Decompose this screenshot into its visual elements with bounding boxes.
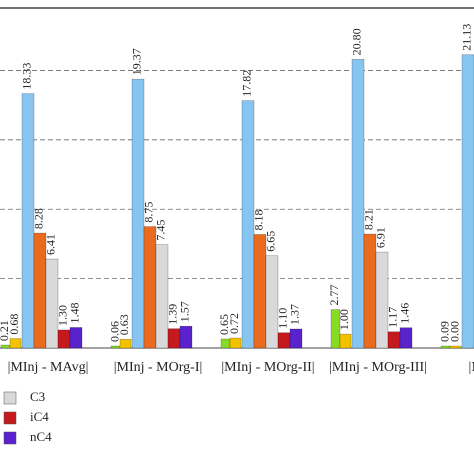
legend-label: C3 (30, 389, 45, 404)
value-label: 0.68 (7, 314, 21, 335)
x-tick-label: |MInj - MOrg-II| (221, 360, 314, 375)
bar (440, 345, 451, 349)
bar (155, 244, 169, 349)
value-label: 0.06 (107, 321, 121, 342)
value-label: 6.91 (374, 227, 388, 248)
legend-label: nC4 (30, 429, 52, 444)
value-label: 8.75 (142, 202, 156, 223)
bar (45, 258, 59, 349)
value-label: 7.45 (154, 220, 168, 241)
value-label: 8.28 (32, 208, 46, 229)
x-tick-label: |MInj - (469, 360, 474, 375)
bar (179, 325, 193, 349)
value-label: 1.39 (166, 304, 180, 325)
bar (375, 251, 389, 349)
value-label: 0.21 (0, 320, 11, 341)
bar (461, 54, 474, 349)
bar (110, 345, 121, 349)
value-label: 1.37 (288, 304, 302, 325)
bar (330, 309, 341, 349)
bar (289, 328, 303, 349)
bar (449, 345, 462, 349)
bar (351, 59, 365, 349)
value-label: 20.80 (350, 28, 364, 55)
value-label: 1.48 (68, 302, 82, 323)
bar (339, 333, 352, 349)
value-label: 8.21 (362, 209, 376, 230)
bar (265, 255, 279, 349)
legend-swatch (3, 411, 17, 425)
bar (143, 226, 157, 349)
x-tick-label: |MInj - MAvg| (8, 360, 89, 375)
legend-label: iC4 (30, 409, 49, 424)
bar (119, 338, 132, 349)
value-label: 0.65 (217, 314, 231, 335)
x-tick-label: |MInj - MOrg-I| (114, 360, 203, 375)
bar (387, 331, 401, 349)
bar (241, 100, 255, 349)
value-label: 1.17 (386, 307, 400, 328)
bar (0, 344, 11, 349)
bar (21, 93, 35, 349)
value-label: 17.82 (240, 70, 254, 97)
value-label: 0.09 (437, 321, 451, 342)
value-label: 1.00 (337, 309, 351, 330)
value-label: 1.57 (178, 301, 192, 322)
value-label: 2.77 (327, 285, 341, 306)
value-label: 18.33 (20, 63, 34, 90)
bar (167, 328, 181, 349)
bar (399, 327, 413, 349)
value-label: 0.63 (117, 314, 131, 335)
value-label: 6.65 (264, 231, 278, 252)
bar (229, 337, 242, 349)
bar (220, 338, 231, 349)
value-label: 1.30 (56, 305, 70, 326)
bar (69, 327, 83, 349)
value-label: 6.41 (44, 234, 58, 255)
x-tick-label: |MInj - MOrg-III| (329, 360, 427, 375)
bar (9, 338, 22, 349)
value-label: 19.37 (130, 48, 144, 75)
bar (57, 329, 71, 349)
value-label: 1.46 (398, 303, 412, 324)
value-label: 1.10 (276, 308, 290, 329)
value-label: 8.18 (252, 209, 266, 230)
legend-swatch (3, 431, 17, 445)
bar (363, 233, 377, 349)
value-label: 0.72 (227, 313, 241, 334)
bar (277, 332, 291, 349)
bar (131, 78, 145, 349)
value-label: 0.00 (447, 321, 461, 342)
value-label: 21.13 (460, 24, 474, 51)
legend-swatch (3, 391, 17, 405)
